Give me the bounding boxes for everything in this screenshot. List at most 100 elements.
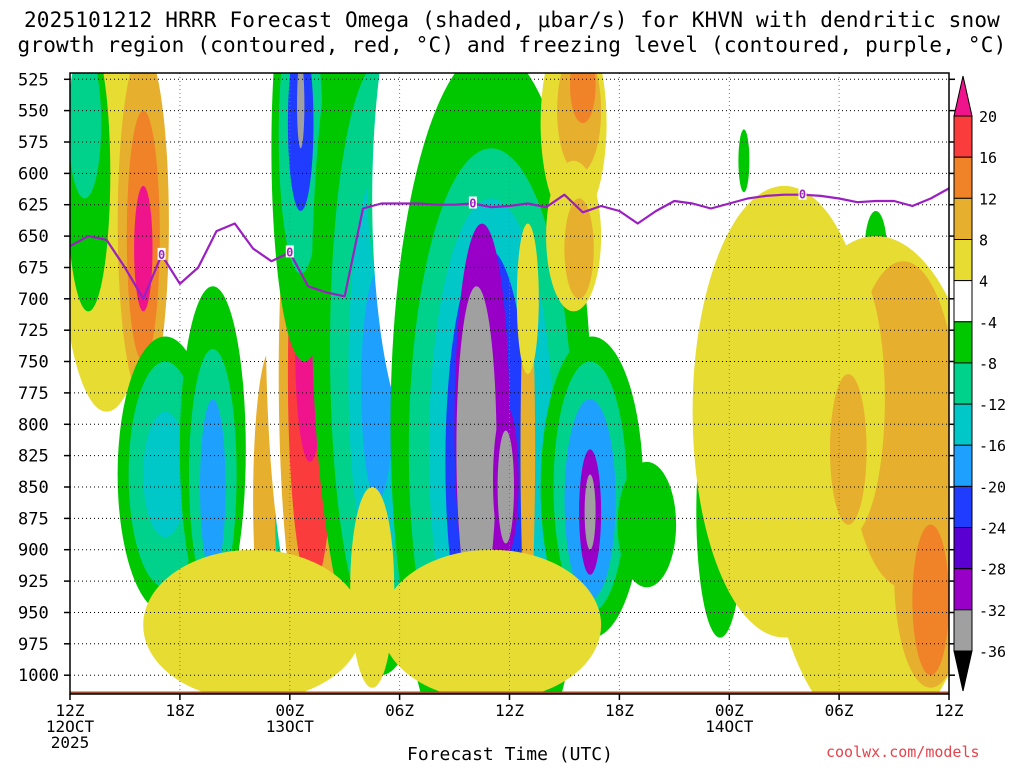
colorbar-label-0: 20 — [979, 108, 997, 126]
freezing-label-bg-0 — [157, 247, 166, 260]
x-tick-label-0-1: 12OCT — [46, 717, 95, 736]
omega-region-35 — [456, 286, 497, 613]
x-tick-label-12-0: 00Z — [275, 701, 304, 720]
colorbar-label-13: -36 — [979, 643, 1006, 661]
y-tick-label-925: 925 — [18, 572, 49, 592]
x-tick-label-36-1: 14OCT — [705, 717, 754, 736]
x-tick-label-24-0: 12Z — [495, 701, 524, 720]
y-tick-label-825: 825 — [18, 447, 49, 467]
colorbar-segment-7 — [953, 403, 973, 446]
y-tick-label-650: 650 — [18, 227, 49, 247]
x-tick-label-30-0: 18Z — [605, 701, 634, 720]
colorbar: 20 16 12 8 4 -4 -8 -12 -16 -20 -24 -28 -32 -36 — [953, 75, 1006, 692]
x-tick-label-48-0: 12Z — [935, 701, 964, 720]
colorbar-segment-1 — [953, 156, 973, 199]
x-tick-label-12-1: 13OCT — [266, 717, 315, 736]
colorbar-segment-4 — [953, 280, 973, 323]
omega-region-59 — [912, 524, 949, 676]
omega-region-44 — [564, 198, 594, 299]
chart-title: 2025101212 HRRR Forecast Omega (shaded, … — [0, 8, 1024, 58]
omega-region-42 — [570, 73, 596, 124]
omega-region-64 — [143, 549, 363, 694]
omega-region-49 — [584, 474, 596, 550]
colorbar-segment-12 — [953, 609, 973, 652]
colorbar-label-9: -20 — [979, 478, 1006, 496]
y-tick-label-875: 875 — [18, 509, 49, 529]
y-tick-label-575: 575 — [18, 133, 49, 153]
colorbar-segment-11 — [953, 568, 973, 611]
colorbar-label-10: -24 — [979, 520, 1006, 538]
omega-shaded-field — [70, 73, 949, 694]
freezing-level-label-3: 0 — [799, 188, 806, 202]
x-tick-label-6-0: 18Z — [165, 701, 194, 720]
colorbar-label-5: -4 — [979, 314, 997, 332]
y-tick-label-775: 775 — [18, 384, 49, 404]
y-tick-label-850: 850 — [18, 478, 49, 498]
y-tick-label-800: 800 — [18, 415, 49, 435]
freezing-label-bg-1 — [285, 245, 294, 258]
colorbar-label-12: -32 — [979, 602, 1006, 620]
x-tick-label-18-0: 06Z — [385, 701, 414, 720]
terrain-band — [70, 691, 949, 694]
colorbar-label-11: -28 — [979, 561, 1006, 579]
colorbar-segment-10 — [953, 527, 973, 570]
x-axis-label: Forecast Time (UTC) — [407, 744, 613, 765]
omega-region-53 — [738, 129, 750, 193]
omega-region-62 — [350, 487, 395, 688]
colorbar-segment-6 — [953, 362, 973, 405]
x-tick-label-42-0: 06Z — [825, 701, 854, 720]
y-tick-label-975: 975 — [18, 635, 49, 655]
gridlines — [69, 73, 950, 694]
title-line-2: growth region (contoured, red, °C) and f… — [17, 33, 1007, 57]
colorbar-segment-0 — [953, 115, 973, 158]
colorbar-label-7: -12 — [979, 396, 1006, 414]
y-tick-label-675: 675 — [18, 259, 49, 279]
y-tick-label-700: 700 — [18, 290, 49, 310]
y-tick-label-1000: 1000 — [18, 666, 59, 686]
y-tick-label-600: 600 — [18, 164, 49, 184]
terrain-ground — [70, 691, 949, 694]
y-tick-label-900: 900 — [18, 541, 49, 561]
omega-region-37 — [497, 430, 514, 544]
colorbar-label-6: -8 — [979, 355, 997, 373]
colorbar-segment-2 — [953, 197, 973, 241]
omega-region-3 — [70, 73, 102, 199]
omega-region-9 — [143, 411, 188, 538]
y-tick-label-525: 525 — [18, 70, 49, 90]
y-tick-label-750: 750 — [18, 353, 49, 373]
freezing-level-label-0: 0 — [158, 248, 165, 262]
colorbar-segment-5 — [953, 321, 973, 364]
omega-region-50 — [617, 461, 677, 588]
freezing-level-contour: 0 0 0 0 — [70, 187, 949, 300]
colorbar-top-arrow — [953, 75, 973, 117]
colorbar-bottom-arrow — [953, 650, 973, 692]
freezing-label-bg-2 — [468, 196, 477, 209]
y-tick-label-625: 625 — [18, 196, 49, 216]
y-tick-label-725: 725 — [18, 321, 49, 341]
title-line-1: 2025101212 HRRR Forecast Omega (shaded, … — [23, 8, 1001, 32]
freezing-level-label-1: 0 — [286, 245, 293, 259]
colorbar-label-4: 4 — [979, 273, 988, 291]
y-tick-label-550: 550 — [18, 102, 49, 122]
freezing-level-label-2: 0 — [469, 197, 476, 211]
x-tick-label-0-2: 2025 — [51, 733, 90, 752]
colorbar-label-2: 12 — [979, 190, 997, 208]
y-tick-label-950: 950 — [18, 604, 49, 624]
colorbar-segment-9 — [953, 485, 973, 529]
omega-region-12 — [200, 399, 226, 575]
freezing-label-bg-3 — [798, 187, 807, 200]
omega-region-39 — [516, 223, 539, 375]
omega-region-61 — [830, 374, 867, 525]
omega-region-63 — [381, 549, 602, 694]
site-credit[interactable]: coolwx.com/models — [826, 743, 980, 761]
omega-region-6 — [134, 185, 153, 312]
x-tick-label-0-0: 12Z — [56, 701, 85, 720]
colorbar-label-8: -16 — [979, 437, 1006, 455]
x-tick-label-36-0: 00Z — [715, 701, 744, 720]
omega-region-22 — [297, 73, 305, 149]
colorbar-segment-8 — [953, 444, 973, 487]
colorbar-segment-3 — [953, 239, 973, 282]
colorbar-label-1: 16 — [979, 149, 997, 167]
